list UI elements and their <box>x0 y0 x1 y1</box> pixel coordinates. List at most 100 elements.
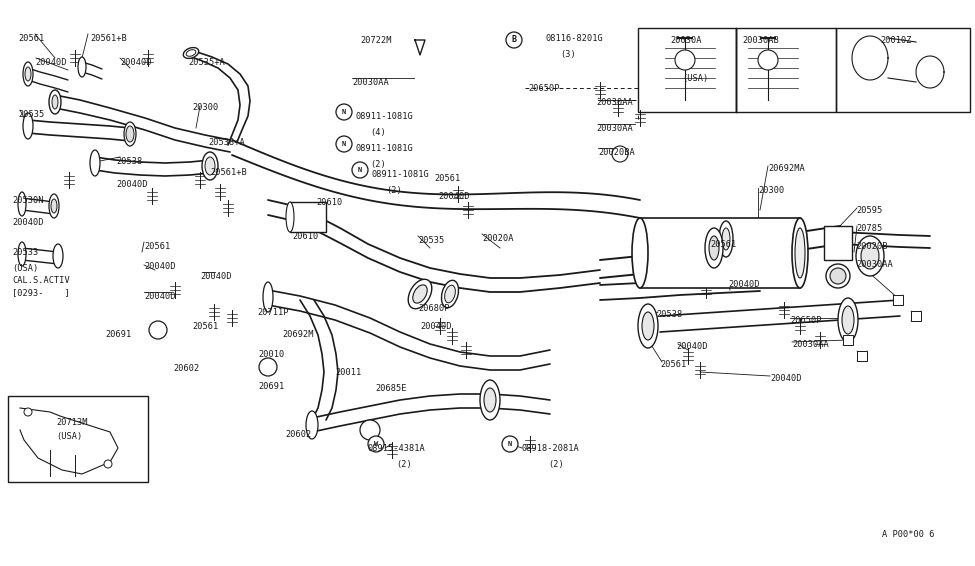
Circle shape <box>352 162 368 178</box>
Text: 20680P: 20680P <box>418 304 449 313</box>
Ellipse shape <box>183 48 199 58</box>
Bar <box>736 28 836 112</box>
Text: 20561+B: 20561+B <box>210 168 247 177</box>
Ellipse shape <box>18 192 26 216</box>
Ellipse shape <box>830 268 846 284</box>
Ellipse shape <box>856 236 884 276</box>
Text: 20040D: 20040D <box>770 374 801 383</box>
Text: 20692M: 20692M <box>282 330 314 339</box>
Text: 20020BA: 20020BA <box>598 148 635 157</box>
Text: 20030AA: 20030AA <box>792 340 829 349</box>
Text: 20040D: 20040D <box>35 58 66 67</box>
Ellipse shape <box>49 194 59 218</box>
Ellipse shape <box>442 280 458 308</box>
Ellipse shape <box>90 150 100 176</box>
Ellipse shape <box>642 312 654 340</box>
Text: 20535: 20535 <box>18 110 44 119</box>
Text: N: N <box>342 141 346 147</box>
Text: 20692MA: 20692MA <box>768 164 804 173</box>
Bar <box>836 28 970 112</box>
Ellipse shape <box>861 243 879 269</box>
Ellipse shape <box>23 113 33 139</box>
Text: 08911-1081G: 08911-1081G <box>355 112 412 121</box>
Text: W: W <box>373 441 378 447</box>
Text: 20040D: 20040D <box>12 218 44 227</box>
Text: 20713M: 20713M <box>56 418 88 427</box>
Ellipse shape <box>719 221 733 257</box>
Text: 20722M: 20722M <box>360 36 392 45</box>
Text: 20530N: 20530N <box>12 196 44 205</box>
Ellipse shape <box>632 218 648 288</box>
Text: 20538: 20538 <box>116 157 142 166</box>
Circle shape <box>336 136 352 152</box>
Text: 20040D: 20040D <box>144 292 175 301</box>
Text: (2): (2) <box>396 460 411 469</box>
Text: B: B <box>512 36 517 45</box>
Text: 20020A: 20020A <box>482 234 514 243</box>
Bar <box>893 295 903 305</box>
Text: 20595: 20595 <box>856 206 882 215</box>
Text: 20040D: 20040D <box>728 280 760 289</box>
Text: 20561: 20561 <box>710 240 736 249</box>
Text: 20711P: 20711P <box>257 308 289 317</box>
Text: 08911-1081G: 08911-1081G <box>355 144 412 153</box>
Ellipse shape <box>412 285 427 303</box>
Ellipse shape <box>709 236 719 260</box>
Text: (2): (2) <box>548 460 564 469</box>
Ellipse shape <box>23 62 33 86</box>
Text: 08915-4381A: 08915-4381A <box>368 444 426 453</box>
Text: N: N <box>342 109 346 115</box>
Ellipse shape <box>792 218 808 288</box>
Text: 20650P: 20650P <box>790 316 822 325</box>
Text: 20561: 20561 <box>660 360 686 369</box>
Text: 20040D: 20040D <box>676 342 708 351</box>
Ellipse shape <box>675 50 695 70</box>
Text: 20040D: 20040D <box>144 262 175 271</box>
Text: (USA): (USA) <box>682 74 708 83</box>
Text: (USA): (USA) <box>56 432 82 441</box>
Ellipse shape <box>705 228 723 268</box>
Text: A P00*00 6: A P00*00 6 <box>882 530 934 539</box>
Text: 20602: 20602 <box>173 364 199 373</box>
Ellipse shape <box>104 460 112 468</box>
Ellipse shape <box>480 380 500 420</box>
Bar <box>843 335 853 345</box>
Circle shape <box>506 32 522 48</box>
Text: 20300: 20300 <box>192 103 218 112</box>
Text: N: N <box>508 441 512 447</box>
Text: 20020B: 20020B <box>856 242 887 251</box>
Ellipse shape <box>612 146 628 162</box>
Text: 20030AA: 20030AA <box>352 78 389 87</box>
Text: 20533: 20533 <box>12 248 38 257</box>
Ellipse shape <box>306 411 318 439</box>
Text: [0293-    ]: [0293- ] <box>12 288 70 297</box>
Ellipse shape <box>126 126 134 142</box>
Text: 20561+B: 20561+B <box>90 34 127 43</box>
Text: 20691: 20691 <box>258 382 285 391</box>
Text: (USA): (USA) <box>12 264 38 273</box>
Circle shape <box>336 104 352 120</box>
Text: 20010Z: 20010Z <box>880 36 912 45</box>
Text: CAL.S.ACTIV: CAL.S.ACTIV <box>12 276 70 285</box>
Circle shape <box>368 436 384 452</box>
Ellipse shape <box>722 228 730 250</box>
Text: 20535: 20535 <box>418 236 445 245</box>
Text: 20030AA: 20030AA <box>596 98 633 107</box>
Ellipse shape <box>124 122 136 146</box>
Ellipse shape <box>638 304 658 348</box>
Text: 20561: 20561 <box>18 34 44 43</box>
Ellipse shape <box>78 57 86 77</box>
Text: 20030AB: 20030AB <box>742 36 779 45</box>
Text: 20538: 20538 <box>656 310 682 319</box>
Text: 20300: 20300 <box>758 186 784 195</box>
Text: 20040D: 20040D <box>420 322 451 331</box>
Text: 20030AA: 20030AA <box>856 260 893 269</box>
Ellipse shape <box>838 298 858 342</box>
Text: (2): (2) <box>370 160 386 169</box>
Text: (4): (4) <box>370 128 386 137</box>
Text: 20610: 20610 <box>292 232 318 241</box>
Text: 20040D: 20040D <box>438 192 470 201</box>
Ellipse shape <box>202 152 218 180</box>
Bar <box>638 28 736 112</box>
Text: 20561: 20561 <box>434 174 460 183</box>
